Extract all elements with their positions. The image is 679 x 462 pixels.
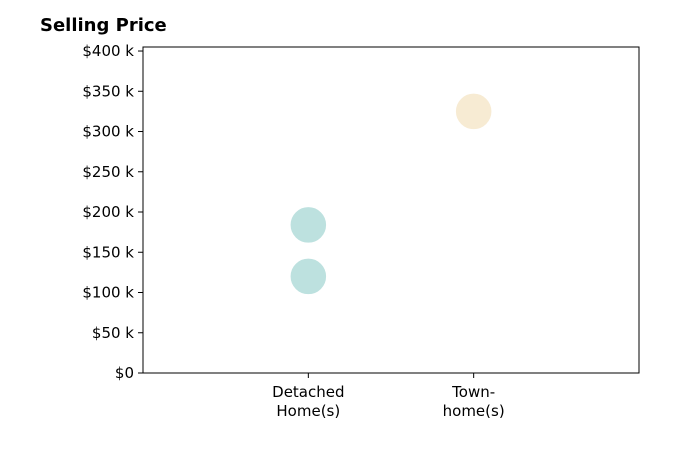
y-tick-label: $200 k bbox=[82, 203, 134, 221]
data-point bbox=[290, 258, 327, 295]
x-tick-label-line: Detached bbox=[272, 383, 344, 401]
y-tick-label: $150 k bbox=[82, 243, 134, 261]
x-axis: Detached Home(s) Town-home(s) bbox=[272, 373, 505, 420]
y-tick-label: $50 k bbox=[92, 324, 134, 342]
x-tick-label-line: Home(s) bbox=[276, 402, 340, 420]
x-tick-label-line: Town- bbox=[451, 383, 495, 401]
y-tick-label: $100 k bbox=[82, 284, 134, 302]
x-tick-label-line: home(s) bbox=[443, 402, 505, 420]
y-tick-label: $250 k bbox=[82, 163, 134, 181]
data-point bbox=[290, 207, 327, 243]
data-point bbox=[455, 93, 492, 130]
y-tick-label: $350 k bbox=[82, 82, 134, 100]
y-tick-label: $300 k bbox=[82, 123, 134, 141]
x-tick-label: Detached Home(s) bbox=[272, 383, 344, 420]
plot-area-frame bbox=[142, 46, 640, 374]
chart-title: Selling Price bbox=[40, 15, 167, 36]
y-tick-label: $0 bbox=[115, 364, 134, 382]
points-layer bbox=[290, 93, 492, 295]
x-tick-label: Town-home(s) bbox=[443, 383, 505, 420]
y-tick-label: $400 k bbox=[82, 42, 134, 60]
y-axis: $0 $50 k $100 k $150 k $200 k $250 k $300 k $35… bbox=[82, 42, 143, 382]
